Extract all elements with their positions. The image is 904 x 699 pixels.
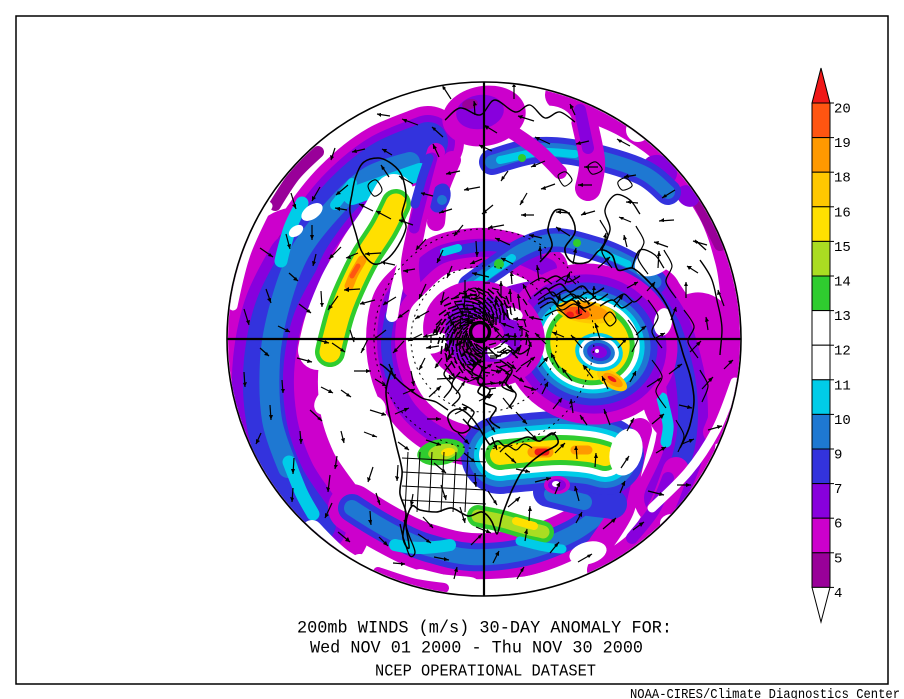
svg-text:20: 20 — [834, 102, 851, 118]
svg-text:18: 18 — [834, 171, 851, 187]
svg-text:200mb WINDS (m/s) 30-DAY ANOM: 200mb WINDS (m/s) 30-DAY ANOMALY FOR: — [297, 619, 672, 639]
svg-text:9: 9 — [834, 448, 842, 464]
svg-text:7: 7 — [834, 482, 842, 498]
svg-text:10: 10 — [834, 413, 851, 429]
svg-text:NOAA-CIRES/Climate Diagnostics: NOAA-CIRES/Climate Diagnostics Center — [630, 688, 900, 699]
svg-text:13: 13 — [834, 309, 851, 325]
svg-text:NCEP OPERATIONAL DATASET: NCEP OPERATIONAL DATASET — [375, 663, 596, 682]
svg-text:11: 11 — [834, 378, 851, 394]
svg-text:6: 6 — [834, 517, 842, 533]
svg-text:4: 4 — [834, 586, 842, 602]
svg-text:16: 16 — [834, 205, 851, 221]
svg-text:5: 5 — [834, 551, 842, 567]
svg-text:19: 19 — [834, 136, 851, 152]
svg-text:15: 15 — [834, 240, 851, 256]
svg-text:Wed NOV 01 2000 - Thu NOV 30 2: Wed NOV 01 2000 - Thu NOV 30 2000 — [310, 639, 643, 659]
svg-text:14: 14 — [834, 275, 851, 291]
svg-text:12: 12 — [834, 344, 851, 360]
